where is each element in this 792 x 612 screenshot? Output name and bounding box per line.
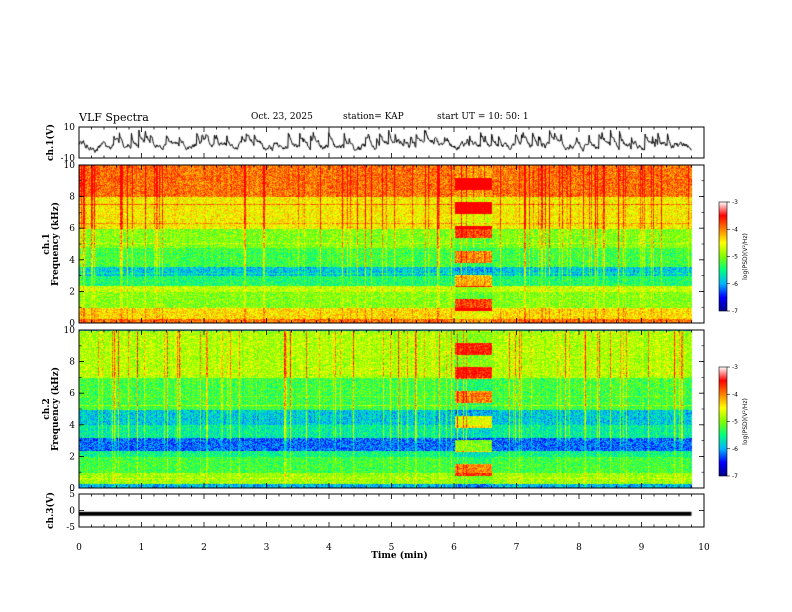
s2-frame [78, 329, 705, 489]
cb2-label: log(PSD)(V²/Hz) [742, 398, 749, 445]
s2-ytick-label: 0 [69, 484, 75, 494]
s2-ytick-label: 8 [69, 358, 75, 368]
s1-ytick-label: 10 [64, 161, 76, 171]
cb2-colorbar [718, 366, 728, 477]
x-tick-label: 8 [576, 543, 582, 553]
ch3-ylabel: ch.3(V) [45, 492, 56, 529]
x-tick-label: 7 [514, 543, 520, 553]
x-tick-label: 4 [326, 543, 332, 553]
s2-ylabel-frequency: Frequency (kHz) [50, 367, 61, 451]
s1-frame [78, 164, 705, 324]
s2-ytick-label: 2 [69, 452, 75, 462]
s2-ytick-label: 6 [69, 389, 75, 399]
ch1-ytick-label: -10 [61, 154, 76, 164]
x-tick-label: 2 [201, 543, 207, 553]
start-ut-label: start UT = 10: 50: 1 [437, 112, 529, 122]
cb1-tick-label: -7 [732, 308, 738, 315]
cb2-tick-label: -4 [732, 391, 738, 398]
ch1-ylabel: ch.1(V) [45, 124, 56, 161]
figure-title: VLF Spectra [79, 111, 149, 124]
s1-ylabel-frequency: Frequency (kHz) [50, 202, 61, 286]
ch1-ytick-label: 10 [64, 123, 76, 133]
ch3-ytick-label: -5 [66, 523, 75, 533]
x-tick-label: 5 [389, 543, 395, 553]
ch3-ytick-label: 5 [69, 490, 75, 500]
s1-ytick-label: 6 [69, 224, 75, 234]
cb1-label: log(PSD)(V²/Hz) [742, 233, 749, 280]
cb1-tick-label: -5 [732, 254, 738, 261]
date-label: Oct. 23, 2025 [251, 112, 313, 122]
s1-ytick-label: 0 [69, 319, 75, 329]
x-tick-label: 1 [139, 543, 145, 553]
s2-ylabel-channel: ch.2 [42, 398, 52, 419]
cb1-colorbar [718, 201, 728, 312]
s2-ytick-label: 10 [64, 326, 76, 336]
s1-ylabel-channel: ch.1 [42, 233, 52, 254]
cb1-tick-label: -6 [732, 281, 738, 288]
cb1-tick-label: -3 [732, 199, 738, 206]
x-tick-label: 6 [451, 543, 457, 553]
s1-ytick-label: 8 [69, 193, 75, 203]
s1-ytick-label: 2 [69, 287, 75, 297]
ch3-ytick-label: 0 [69, 507, 75, 517]
cb1-tick-label: -4 [732, 226, 738, 233]
x-axis-label: Time (min) [371, 550, 428, 561]
cb2-tick-label: -6 [732, 446, 738, 453]
x-tick-label: 9 [639, 543, 645, 553]
cb2-tick-label: -7 [732, 473, 738, 480]
s2-ytick-label: 4 [69, 421, 75, 431]
x-tick-label: 10 [698, 543, 710, 553]
station-label: station= KAP [343, 112, 404, 122]
x-tick-label: 3 [264, 543, 270, 553]
x-tick-label: 0 [76, 543, 82, 553]
cb2-tick-label: -5 [732, 419, 738, 426]
s1-ytick-label: 4 [69, 256, 75, 266]
cb2-tick-label: -3 [732, 364, 738, 371]
